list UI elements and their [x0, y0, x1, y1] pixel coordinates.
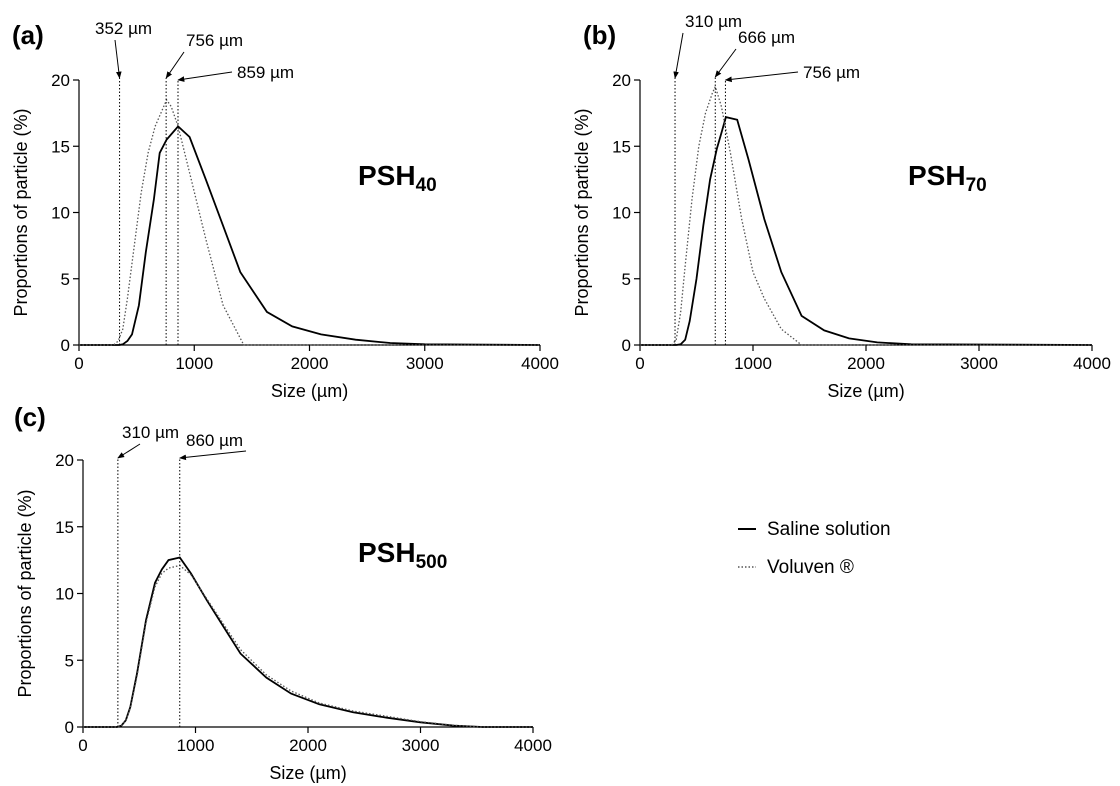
x-tick-label: 1000: [177, 736, 215, 755]
annotation-label: 666 µm: [738, 28, 795, 47]
chart-panel-2: 0 1000 2000 3000 4000 0 5 10 15 20 Size (µm) Propor…: [572, 12, 1111, 401]
x-tick-label: 1000: [175, 354, 213, 373]
x-axis-title: Size (µm): [827, 381, 904, 401]
panel-label: (b): [583, 20, 616, 50]
y-tick-label: 0: [65, 718, 74, 737]
y-tick-label: 20: [612, 71, 631, 90]
y-tick-label: 5: [622, 270, 631, 289]
y-tick-label: 20: [55, 451, 74, 470]
x-tick-label: 0: [78, 736, 87, 755]
x-tick-label: 2000: [291, 354, 329, 373]
y-tick-label: 0: [61, 336, 70, 355]
sample-label-subscript: 70: [966, 175, 987, 196]
y-tick-label: 10: [55, 585, 74, 604]
x-tick-label: 4000: [514, 736, 552, 755]
sample-label-main: PSH: [358, 537, 416, 568]
y-tick-label: 10: [51, 204, 70, 223]
x-tick-label: 3000: [960, 354, 998, 373]
x-tick-label: 4000: [521, 354, 559, 373]
y-tick-label: 5: [61, 270, 70, 289]
sample-label: PSH500: [358, 537, 447, 573]
x-tick-label: 3000: [402, 736, 440, 755]
annotation-arrow: [165, 51, 185, 79]
y-axis-title: Proportions of particle (%): [11, 108, 31, 316]
annotation-label: 756 µm: [803, 63, 860, 82]
legend-label: Voluven ®: [767, 557, 854, 578]
sample-label-main: PSH: [908, 160, 966, 191]
x-tick-label: 0: [74, 354, 83, 373]
annotation-arrow: [714, 48, 737, 78]
x-tick-label: 2000: [289, 736, 327, 755]
sample-label-main: PSH: [358, 160, 416, 191]
annotation-label: 756 µm: [186, 31, 243, 50]
y-tick-label: 0: [622, 336, 631, 355]
legend-label: Saline solution: [767, 519, 891, 540]
annotation-label: 352 µm: [95, 19, 152, 38]
chart-panel-3: 0 1000 2000 3000 4000 0 5 10 15 20 Size (µm) Propor…: [14, 402, 552, 783]
annotation-arrow: [673, 32, 684, 79]
annotation-arrow: [114, 39, 122, 79]
series-line-voluven: [79, 98, 540, 346]
series-line-saline: [83, 556, 533, 728]
x-axis-title: Size (µm): [271, 381, 348, 401]
annotation-label: 310 µm: [685, 12, 742, 31]
y-tick-label: 5: [65, 651, 74, 670]
legend: Saline solution Voluven ®: [738, 519, 891, 578]
annotation-arrow: [177, 71, 233, 82]
x-axis-title: Size (µm): [269, 763, 346, 783]
sample-label: PSH70: [908, 160, 987, 196]
panel-label: (a): [12, 20, 44, 50]
sample-label-subscript: 500: [416, 552, 448, 573]
annotation-label: 859 µm: [237, 63, 294, 82]
panel-label: (c): [14, 402, 46, 432]
y-tick-label: 15: [612, 137, 631, 156]
x-tick-label: 2000: [847, 354, 885, 373]
x-tick-label: 1000: [734, 354, 772, 373]
y-tick-label: 15: [55, 518, 74, 537]
annotation-arrow: [179, 450, 247, 461]
annotation-arrow: [117, 443, 141, 459]
y-axis-title: Proportions of particle (%): [572, 108, 592, 316]
y-tick-label: 20: [51, 71, 70, 90]
series-line-voluven: [83, 564, 533, 728]
sample-label-subscript: 40: [416, 175, 437, 196]
x-tick-label: 0: [635, 354, 644, 373]
series-line-voluven: [640, 84, 1092, 346]
chart-panel-1: 0 1000 2000 3000 4000 0 5 10 15 20 Size (µm) Propor…: [11, 19, 559, 401]
sample-label: PSH40: [358, 160, 437, 196]
y-tick-label: 10: [612, 204, 631, 223]
annotation-label: 860 µm: [186, 431, 243, 450]
series-line-saline: [79, 125, 541, 346]
annotation-arrow: [724, 71, 799, 83]
x-tick-label: 3000: [406, 354, 444, 373]
annotation-label: 310 µm: [122, 423, 179, 442]
series-line-saline: [640, 116, 1093, 346]
x-tick-label: 4000: [1073, 354, 1111, 373]
y-axis-title: Proportions of particle (%): [15, 489, 35, 697]
y-tick-label: 15: [51, 137, 70, 156]
